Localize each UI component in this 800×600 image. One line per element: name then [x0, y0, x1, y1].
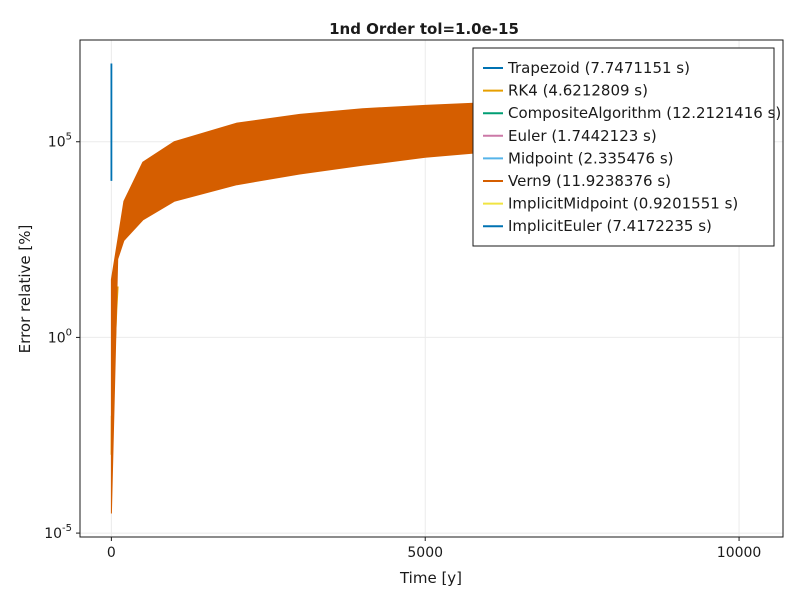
legend-label: Trapezoid (7.7471151 s)	[507, 59, 690, 77]
legend-item[interactable]: ImplicitMidpoint (0.9201551 s)	[483, 195, 738, 213]
y-tick-exponent: 0	[66, 327, 72, 338]
legend-item[interactable]: ImplicitEuler (7.4172235 s)	[483, 217, 712, 235]
y-tick-label: 10-5	[44, 523, 72, 542]
chart-title: 1nd Order tol=1.0e-15	[329, 20, 519, 38]
legend-label: CompositeAlgorithm (12.2121416 s)	[508, 104, 781, 122]
x-tick-label: 0	[107, 545, 116, 561]
y-tick-exponent: -5	[62, 523, 72, 534]
legend-label: Euler (1.7442123 s)	[508, 127, 657, 145]
legend-label: ImplicitMidpoint (0.9201551 s)	[508, 195, 738, 213]
legend-label: RK4 (4.6212809 s)	[508, 82, 648, 100]
legend-label: ImplicitEuler (7.4172235 s)	[508, 217, 712, 235]
legend-item[interactable]: CompositeAlgorithm (12.2121416 s)	[483, 104, 781, 122]
legend-item[interactable]: Trapezoid (7.7471151 s)	[483, 59, 690, 77]
y-tick-label: 100	[48, 327, 72, 346]
legend-item[interactable]: Midpoint (2.335476 s)	[483, 149, 674, 167]
y-tick-base: 10	[48, 330, 66, 346]
legend-label: Vern9 (11.9238376 s)	[508, 172, 671, 190]
legend-item[interactable]: Euler (1.7442123 s)	[483, 127, 657, 145]
y-tick-base: 10	[44, 526, 62, 542]
legend-box	[472, 47, 775, 247]
legend-label: Midpoint (2.335476 s)	[508, 149, 674, 167]
x-axis-label: Time [y]	[399, 569, 462, 587]
plot-frame	[79, 39, 784, 538]
legend-item[interactable]: RK4 (4.6212809 s)	[483, 82, 648, 100]
legend-item[interactable]: Vern9 (11.9238376 s)	[483, 172, 671, 190]
y-tick-exponent: 5	[66, 132, 72, 143]
x-tick-label: 10000	[717, 545, 762, 561]
y-tick-label: 105	[48, 132, 72, 151]
x-axis: 0 5000 10000	[107, 537, 761, 561]
x-tick-label: 5000	[407, 545, 443, 561]
y-tick-base: 10	[48, 135, 66, 151]
legend[interactable]: Trapezoid (7.7471151 s) RK4 (4.6212809 s)…	[472, 47, 781, 247]
y-axis-label: Error relative [%]	[16, 225, 34, 354]
